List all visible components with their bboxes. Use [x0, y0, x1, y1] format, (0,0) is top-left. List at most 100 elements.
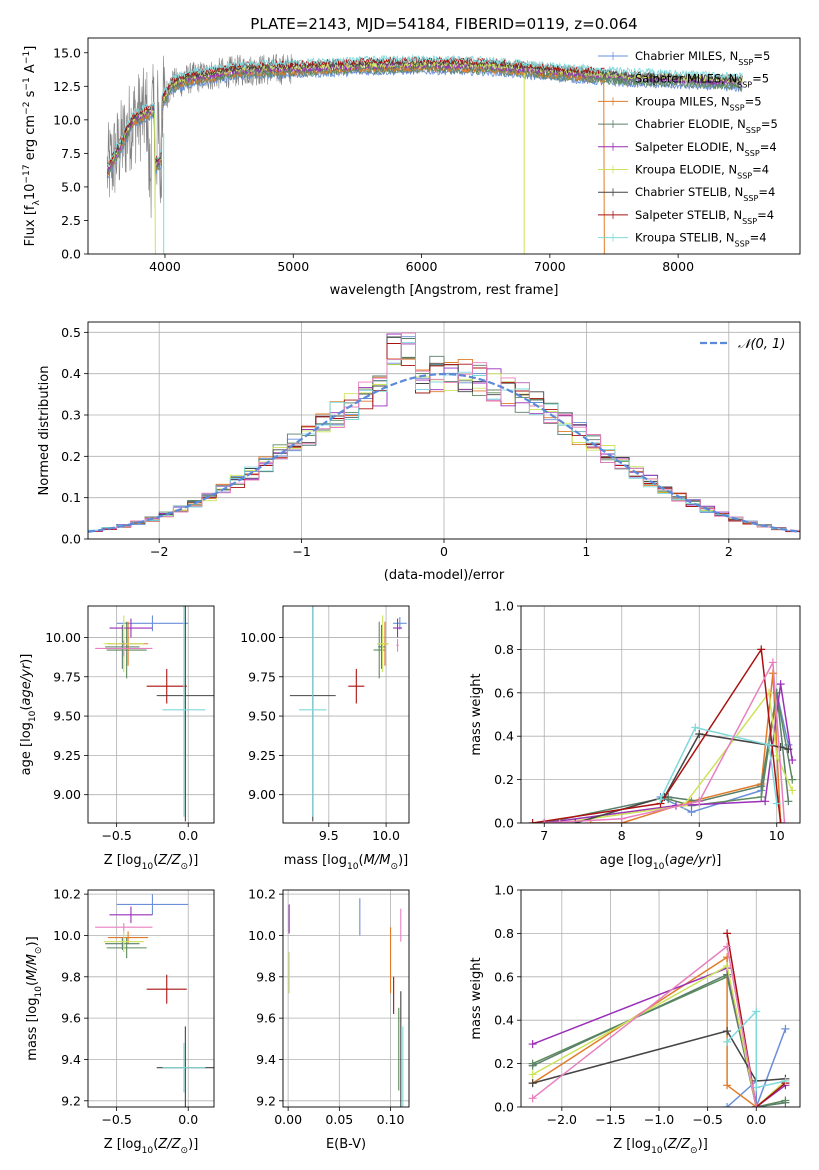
panel-massweight_vs_age: 7 8 9 10 0.0 0.2 0.4 0.6 0.8 1.0 age [log10(age/yr… — [469, 599, 801, 872]
y-tick-label: 10.0 — [53, 112, 81, 127]
y-tick-label: 10.2 — [248, 887, 276, 902]
y-tick-label: 1.0 — [494, 883, 514, 898]
x-tick-label: 2 — [725, 544, 733, 559]
y-tick-label: 10.0 — [248, 928, 276, 943]
x-axis-label: (data-model)/error — [384, 568, 505, 583]
data-point-marker — [757, 792, 766, 801]
data-point-marker — [761, 797, 770, 806]
data-point-marker — [768, 658, 777, 667]
spectrum-gap-marker — [154, 113, 156, 254]
x-tick-label: 6000 — [406, 259, 438, 274]
data-point-marker — [752, 1103, 761, 1107]
y-tick-label: 9.4 — [256, 1052, 276, 1067]
y-tick-label: 0.0 — [61, 247, 81, 262]
data-point-marker — [784, 745, 793, 754]
data-point-marker — [788, 786, 797, 795]
y-tick-label: 5.0 — [61, 179, 81, 194]
y-tick-label: 9.6 — [61, 1011, 81, 1026]
data-point-marker — [528, 1040, 537, 1049]
y-tick-label: 0.3 — [61, 408, 81, 423]
data-point-marker — [555, 819, 564, 823]
axes-frame — [87, 889, 215, 1108]
x-tick-label: 0.00 — [274, 1112, 302, 1127]
x-axis-label: Z [log10(Z/Z⊙)] — [104, 853, 199, 872]
y-tick-label: 15.0 — [53, 45, 81, 60]
y-tick-label: 0.0 — [494, 816, 514, 831]
mass-weight-line — [544, 692, 790, 823]
y-tick-label: 10.00 — [240, 630, 276, 645]
x-tick-label: 0.10 — [377, 1112, 405, 1127]
legend-label: 𝒩(0, 1) — [738, 337, 785, 352]
data-point-marker — [528, 1094, 537, 1103]
data-point-marker — [723, 1027, 732, 1036]
panel-spectrum: 4000 5000 6000 7000 8000 0.0 2.5 5.0 7.5 10.0 12.5… — [22, 37, 801, 298]
x-tick-label: 0.0 — [178, 828, 198, 843]
data-point-marker — [781, 1024, 790, 1033]
y-tick-label: 1.0 — [494, 599, 514, 614]
axes-frame — [87, 37, 801, 255]
histogram-step — [88, 343, 800, 534]
y-tick-label: 9.2 — [61, 1093, 81, 1108]
legend-label: Salpeter STELIB, NSSP=4 — [635, 208, 774, 226]
legend-label: Salpeter MILES, NSSP=5 — [635, 72, 769, 90]
panel-age_vs_Z: −0.5 0.0 9.00 9.25 9.50 9.75 10.00 Z [log10(Z/Z… — [19, 605, 215, 872]
data-point-marker — [528, 1061, 537, 1070]
y-axis-label: Flux [fλ10−17 erg cm−2 s−1 A−1] — [22, 46, 42, 247]
legend-label: Kroupa ELODIE, NSSP=4 — [635, 163, 769, 181]
legend-label: Kroupa STELIB, NSSP=4 — [635, 231, 767, 249]
plot-area-mass_vs_ebv — [283, 890, 409, 1107]
panel-age_vs_mass: 9.5 10.0 9.00 9.25 9.50 9.75 10.00 mass [log10(… — [240, 605, 410, 872]
x-tick-label: 5000 — [277, 259, 309, 274]
x-tick-label: 8000 — [662, 259, 694, 274]
y-axis-label: age [log10(age/yr)] — [19, 654, 38, 776]
legend-label: Chabrier STELIB, NSSP=4 — [635, 185, 775, 203]
y-tick-label: 0.5 — [61, 325, 81, 340]
spectrum-gap-marker — [603, 79, 605, 254]
x-tick-label: −2.0 — [547, 1112, 577, 1127]
gaussian-reference-curve — [88, 373, 798, 533]
y-tick-label: 0.6 — [494, 969, 514, 984]
data-point-marker — [772, 799, 781, 808]
y-tick-label: 10.2 — [53, 887, 81, 902]
data-point-marker — [781, 1098, 790, 1107]
y-tick-label: 0.8 — [494, 926, 514, 941]
data-point-marker — [757, 645, 766, 654]
data-point-marker — [695, 730, 704, 739]
data-point-marker — [528, 819, 537, 823]
x-axis-label: Z [log10(Z/Z⊙)] — [104, 1137, 199, 1156]
plot-area-massweight_vs_Z — [521, 890, 800, 1107]
axes-frame — [87, 605, 215, 824]
y-axis-label: mass weight — [469, 957, 484, 1039]
x-tick-label: 4000 — [149, 259, 181, 274]
x-tick-label: 9.5 — [319, 828, 339, 843]
x-tick-label: −0.5 — [692, 1112, 722, 1127]
axes-frame — [87, 321, 801, 540]
x-tick-label: −1 — [292, 544, 310, 559]
data-point-marker — [780, 819, 789, 823]
panel-residuals: −2 −1 0 1 2 0.0 0.1 0.2 0.3 0.4 0.5 (data-model)/er… — [37, 321, 801, 583]
x-tick-label: −2 — [150, 544, 168, 559]
model-spectrum-line — [106, 58, 743, 167]
axes-frame — [282, 605, 410, 824]
y-tick-label: 9.6 — [256, 1011, 276, 1026]
mass-weight-line — [590, 673, 782, 823]
x-axis-label: mass [log10(M/M⊙)] — [284, 853, 408, 872]
y-tick-label: 9.50 — [248, 709, 276, 724]
y-axis-label: mass [log10(M/M⊙)] — [25, 936, 44, 1060]
panel-massweight_vs_Z: −2.0 −1.5 −1.0 −0.5 0.0 0.0 0.2 0.4 0.6 0.8 1.0 Z [… — [469, 883, 801, 1156]
legend-label: Chabrier MILES, NSSP=5 — [635, 49, 770, 67]
mass-weight-line — [659, 726, 778, 804]
y-tick-label: 0.4 — [61, 366, 81, 381]
data-point-marker — [695, 797, 704, 806]
model-spectrum-line — [106, 61, 743, 175]
data-point-marker — [723, 1081, 732, 1090]
y-tick-label: 0.2 — [61, 449, 81, 464]
data-point-marker — [528, 1070, 537, 1079]
x-tick-label: −1.5 — [595, 1112, 625, 1127]
y-tick-label: 9.75 — [248, 669, 276, 684]
x-tick-label: 9 — [695, 828, 703, 843]
y-tick-label: 0.2 — [494, 1056, 514, 1071]
x-tick-label: −0.5 — [101, 828, 131, 843]
histogram-step — [88, 341, 800, 533]
